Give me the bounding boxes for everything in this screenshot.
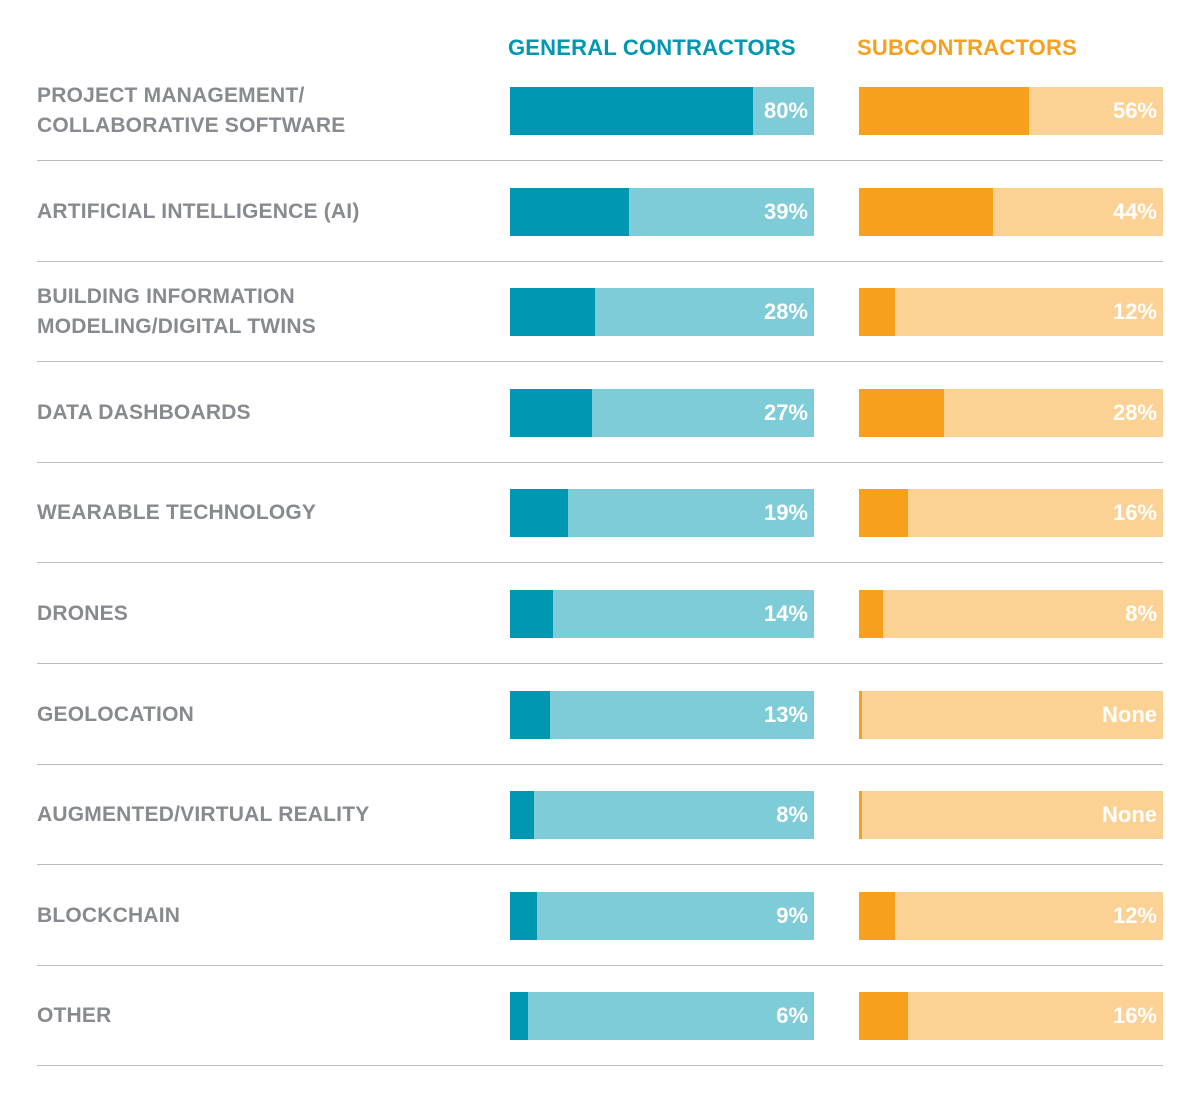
- sub-bar-track: 8%: [859, 590, 1163, 638]
- row-building-information-modeling-digital-twins: BUILDING INFORMATION MODELING/DIGITAL TW…: [0, 285, 1200, 338]
- general-bar-track: 28%: [510, 288, 814, 337]
- general-value-label: 6%: [776, 1003, 808, 1029]
- general-bar-fill: [510, 489, 568, 538]
- sub-value-label: None: [1102, 701, 1157, 727]
- category-label: DRONES: [37, 602, 129, 625]
- sub-bar-fill: [859, 489, 908, 538]
- row-artificial-intelligence-ai: ARTIFICIAL INTELLIGENCE (AI) 39% 44%: [0, 187, 1200, 236]
- row-divider: [37, 260, 1163, 262]
- sub-bar-fill: [859, 992, 908, 1041]
- row-divider: [37, 964, 1163, 966]
- general-bar-fill: [510, 992, 529, 1041]
- category-label: PROJECT MANAGEMENT/ COLLABORATIVE SOFTWA…: [37, 84, 346, 137]
- sub-bar-track: 12%: [859, 891, 1163, 940]
- general-value-label: 80%: [763, 98, 808, 123]
- sub-value-label: 44%: [1112, 198, 1157, 224]
- category-label: BUILDING INFORMATION MODELING/DIGITAL TW…: [37, 285, 316, 339]
- legend-subcontractors: SUBCONTRACTORS: [857, 35, 1077, 60]
- row-geolocation: GEOLOCATION 13% None: [0, 690, 1200, 739]
- row-data-dashboards: DATA DASHBOARDS 27% 28%: [0, 388, 1200, 437]
- sub-value-label: 12%: [1112, 299, 1157, 325]
- sub-value-label: 28%: [1112, 399, 1157, 425]
- category-label: DATA DASHBOARDS: [37, 400, 251, 424]
- general-bar-track: 8%: [510, 791, 814, 840]
- sub-bar-track: 44%: [859, 187, 1163, 236]
- row-divider: [37, 1065, 1163, 1067]
- general-bar-fill: [510, 791, 535, 840]
- sub-bar-fill: [859, 791, 862, 840]
- sub-bar-fill: [859, 388, 945, 437]
- category-label: ARTIFICIAL INTELLIGENCE (AI): [37, 199, 360, 223]
- general-value-label: 13%: [763, 701, 808, 727]
- general-bar-track: 14%: [510, 590, 814, 638]
- general-bar-fill: [510, 388, 593, 437]
- general-bar-fill: [510, 187, 629, 236]
- sub-bar-fill: [859, 590, 884, 638]
- row-drones: DRONES 14% 8%: [0, 590, 1200, 638]
- category-label: GEOLOCATION: [37, 702, 194, 726]
- general-value-label: 19%: [763, 500, 808, 526]
- general-bar-fill: [510, 690, 550, 739]
- sub-value-label: 8%: [1125, 601, 1157, 626]
- category-label: AUGMENTED/VIRTUAL REALITY: [37, 803, 370, 827]
- general-bar-fill: [510, 891, 538, 940]
- sub-value-label: 56%: [1112, 98, 1157, 123]
- sub-bar-track: None: [859, 791, 1163, 840]
- general-bar-track: 27%: [510, 388, 814, 437]
- row-augmented-virtual-reality: AUGMENTED/VIRTUAL REALITY 8% None: [0, 791, 1200, 840]
- row-divider: [37, 763, 1163, 765]
- row-divider: [37, 663, 1163, 664]
- general-bar-track: 6%: [510, 992, 814, 1041]
- sub-bar-track: 12%: [859, 288, 1163, 337]
- row-divider: [37, 864, 1163, 866]
- general-bar-fill: [510, 87, 754, 135]
- general-value-label: 39%: [763, 198, 808, 224]
- general-bar-track: 39%: [510, 187, 814, 236]
- sub-bar-fill: [859, 690, 862, 739]
- general-value-label: 28%: [763, 299, 808, 325]
- sub-bar-fill: [859, 891, 896, 940]
- category-label: WEARABLE TECHNOLOGY: [37, 501, 317, 525]
- sub-value-label: 16%: [1112, 1003, 1157, 1029]
- category-label: BLOCKCHAIN: [37, 903, 181, 927]
- sub-bar-track: 16%: [859, 489, 1163, 538]
- general-value-label: 27%: [763, 399, 808, 425]
- general-bar-track: 80%: [510, 87, 814, 135]
- general-bar-track: 13%: [510, 690, 814, 739]
- sub-value-label: None: [1102, 802, 1157, 828]
- row-blockchain: BLOCKCHAIN 9% 12%: [0, 891, 1200, 940]
- general-value-label: 8%: [776, 802, 808, 828]
- sub-bar-track: None: [859, 690, 1163, 739]
- sub-value-label: 12%: [1112, 902, 1157, 928]
- category-label: OTHER: [37, 1004, 112, 1028]
- sub-bar-track: 16%: [859, 992, 1163, 1041]
- sub-bar-fill: [859, 288, 896, 337]
- sub-bar-fill: [859, 187, 993, 236]
- general-bar-fill: [510, 590, 553, 638]
- row-divider: [37, 562, 1163, 564]
- sub-bar-fill: [859, 87, 1030, 135]
- general-value-label: 14%: [763, 601, 808, 626]
- general-bar-fill: [510, 288, 596, 337]
- row-other: OTHER 6% 16%: [0, 992, 1200, 1041]
- legend-general-contractors: GENERAL CONTRACTORS: [508, 35, 796, 60]
- general-bar-track: 9%: [510, 891, 814, 940]
- row-wearable-technology: WEARABLE TECHNOLOGY 19% 16%: [0, 489, 1200, 538]
- row-project-management-collaborative-software: PROJECT MANAGEMENT/ COLLABORATIVE SOFTWA…: [0, 84, 1200, 137]
- row-divider: [37, 361, 1163, 363]
- general-bar-track: 19%: [510, 489, 814, 538]
- sub-bar-track: 28%: [859, 388, 1163, 437]
- sub-bar-track: 56%: [859, 87, 1163, 135]
- row-divider: [37, 461, 1163, 463]
- row-divider: [37, 160, 1163, 161]
- sub-value-label: 16%: [1112, 500, 1157, 526]
- general-value-label: 9%: [776, 902, 808, 928]
